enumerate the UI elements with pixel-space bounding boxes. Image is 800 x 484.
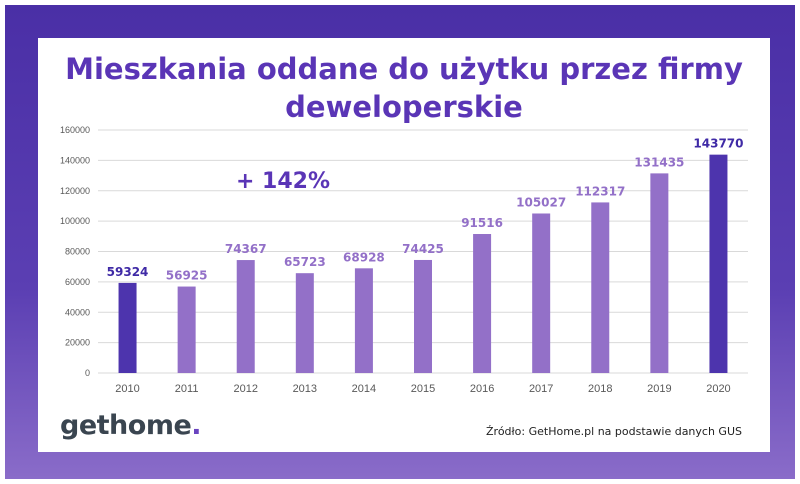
y-tick-label-4: 80000 bbox=[65, 247, 90, 257]
y-tick-label-7: 140000 bbox=[60, 155, 90, 165]
y-tick-label-3: 60000 bbox=[65, 277, 90, 287]
value-label-2014: 68928 bbox=[343, 250, 385, 264]
bar-2013 bbox=[295, 273, 314, 373]
value-label-2010: 59324 bbox=[107, 265, 149, 279]
frame-border: Mieszkania oddane do użytku przez firmy … bbox=[5, 5, 795, 479]
bar-2020 bbox=[709, 154, 728, 373]
gethome-logo: gethome. bbox=[60, 410, 202, 441]
x-tick-label-2010: 2010 bbox=[115, 383, 139, 395]
y-tick-label-5: 100000 bbox=[60, 216, 90, 226]
value-label-2020: 143770 bbox=[693, 137, 743, 151]
bar-2017 bbox=[532, 213, 551, 373]
y-tick-label-2: 40000 bbox=[65, 307, 90, 317]
value-label-2018: 112317 bbox=[575, 184, 625, 198]
source-note: Źródło: GetHome.pl na podstawie danych G… bbox=[486, 425, 742, 438]
x-tick-label-2019: 2019 bbox=[647, 383, 671, 395]
chart-title: Mieszkania oddane do użytku przez firmy … bbox=[38, 50, 770, 126]
title-line-1: Mieszkania oddane do użytku przez firmy bbox=[65, 52, 743, 86]
chart-card: Mieszkania oddane do użytku przez firmy … bbox=[38, 38, 770, 452]
bar-2019 bbox=[650, 173, 669, 373]
logo-dot: . bbox=[191, 410, 202, 441]
x-tick-label-2017: 2017 bbox=[529, 383, 553, 395]
y-tick-label-8: 160000 bbox=[60, 125, 90, 135]
bar-2018 bbox=[591, 202, 610, 373]
bar-2010 bbox=[118, 282, 137, 373]
x-tick-label-2012: 2012 bbox=[233, 383, 257, 395]
y-tick-label-0: 0 bbox=[85, 368, 90, 378]
title-line-2: deweloperskie bbox=[285, 90, 523, 124]
value-label-2019: 131435 bbox=[634, 155, 684, 169]
x-tick-label-2015: 2015 bbox=[411, 383, 435, 395]
bar-2015 bbox=[414, 259, 432, 373]
growth-annotation: + 142% bbox=[236, 169, 330, 194]
value-label-2012: 74367 bbox=[225, 242, 267, 256]
bar-2014 bbox=[354, 268, 373, 373]
bar-2011 bbox=[177, 286, 196, 373]
bar-2016 bbox=[473, 234, 492, 373]
value-label-2011: 56925 bbox=[166, 269, 208, 283]
x-tick-label-2018: 2018 bbox=[588, 383, 612, 395]
x-tick-label-2013: 2013 bbox=[293, 383, 317, 395]
value-label-2015: 74425 bbox=[402, 242, 444, 256]
y-tick-label-1: 20000 bbox=[65, 338, 90, 348]
y-tick-label-6: 120000 bbox=[60, 186, 90, 196]
x-tick-label-2020: 2020 bbox=[706, 383, 730, 395]
bar-chart: 0 20000 40000 60000 80000 100000 120000 140000 1… bbox=[60, 125, 748, 395]
bar-2012 bbox=[236, 260, 255, 373]
value-label-2017: 105027 bbox=[516, 195, 566, 209]
x-tick-label-2014: 2014 bbox=[352, 383, 376, 395]
x-tick-label-2016: 2016 bbox=[470, 383, 494, 395]
value-label-2016: 91516 bbox=[461, 216, 503, 230]
x-tick-label-2011: 2011 bbox=[175, 383, 199, 395]
value-label-2013: 65723 bbox=[284, 255, 326, 269]
logo-text: gethome bbox=[60, 410, 192, 441]
